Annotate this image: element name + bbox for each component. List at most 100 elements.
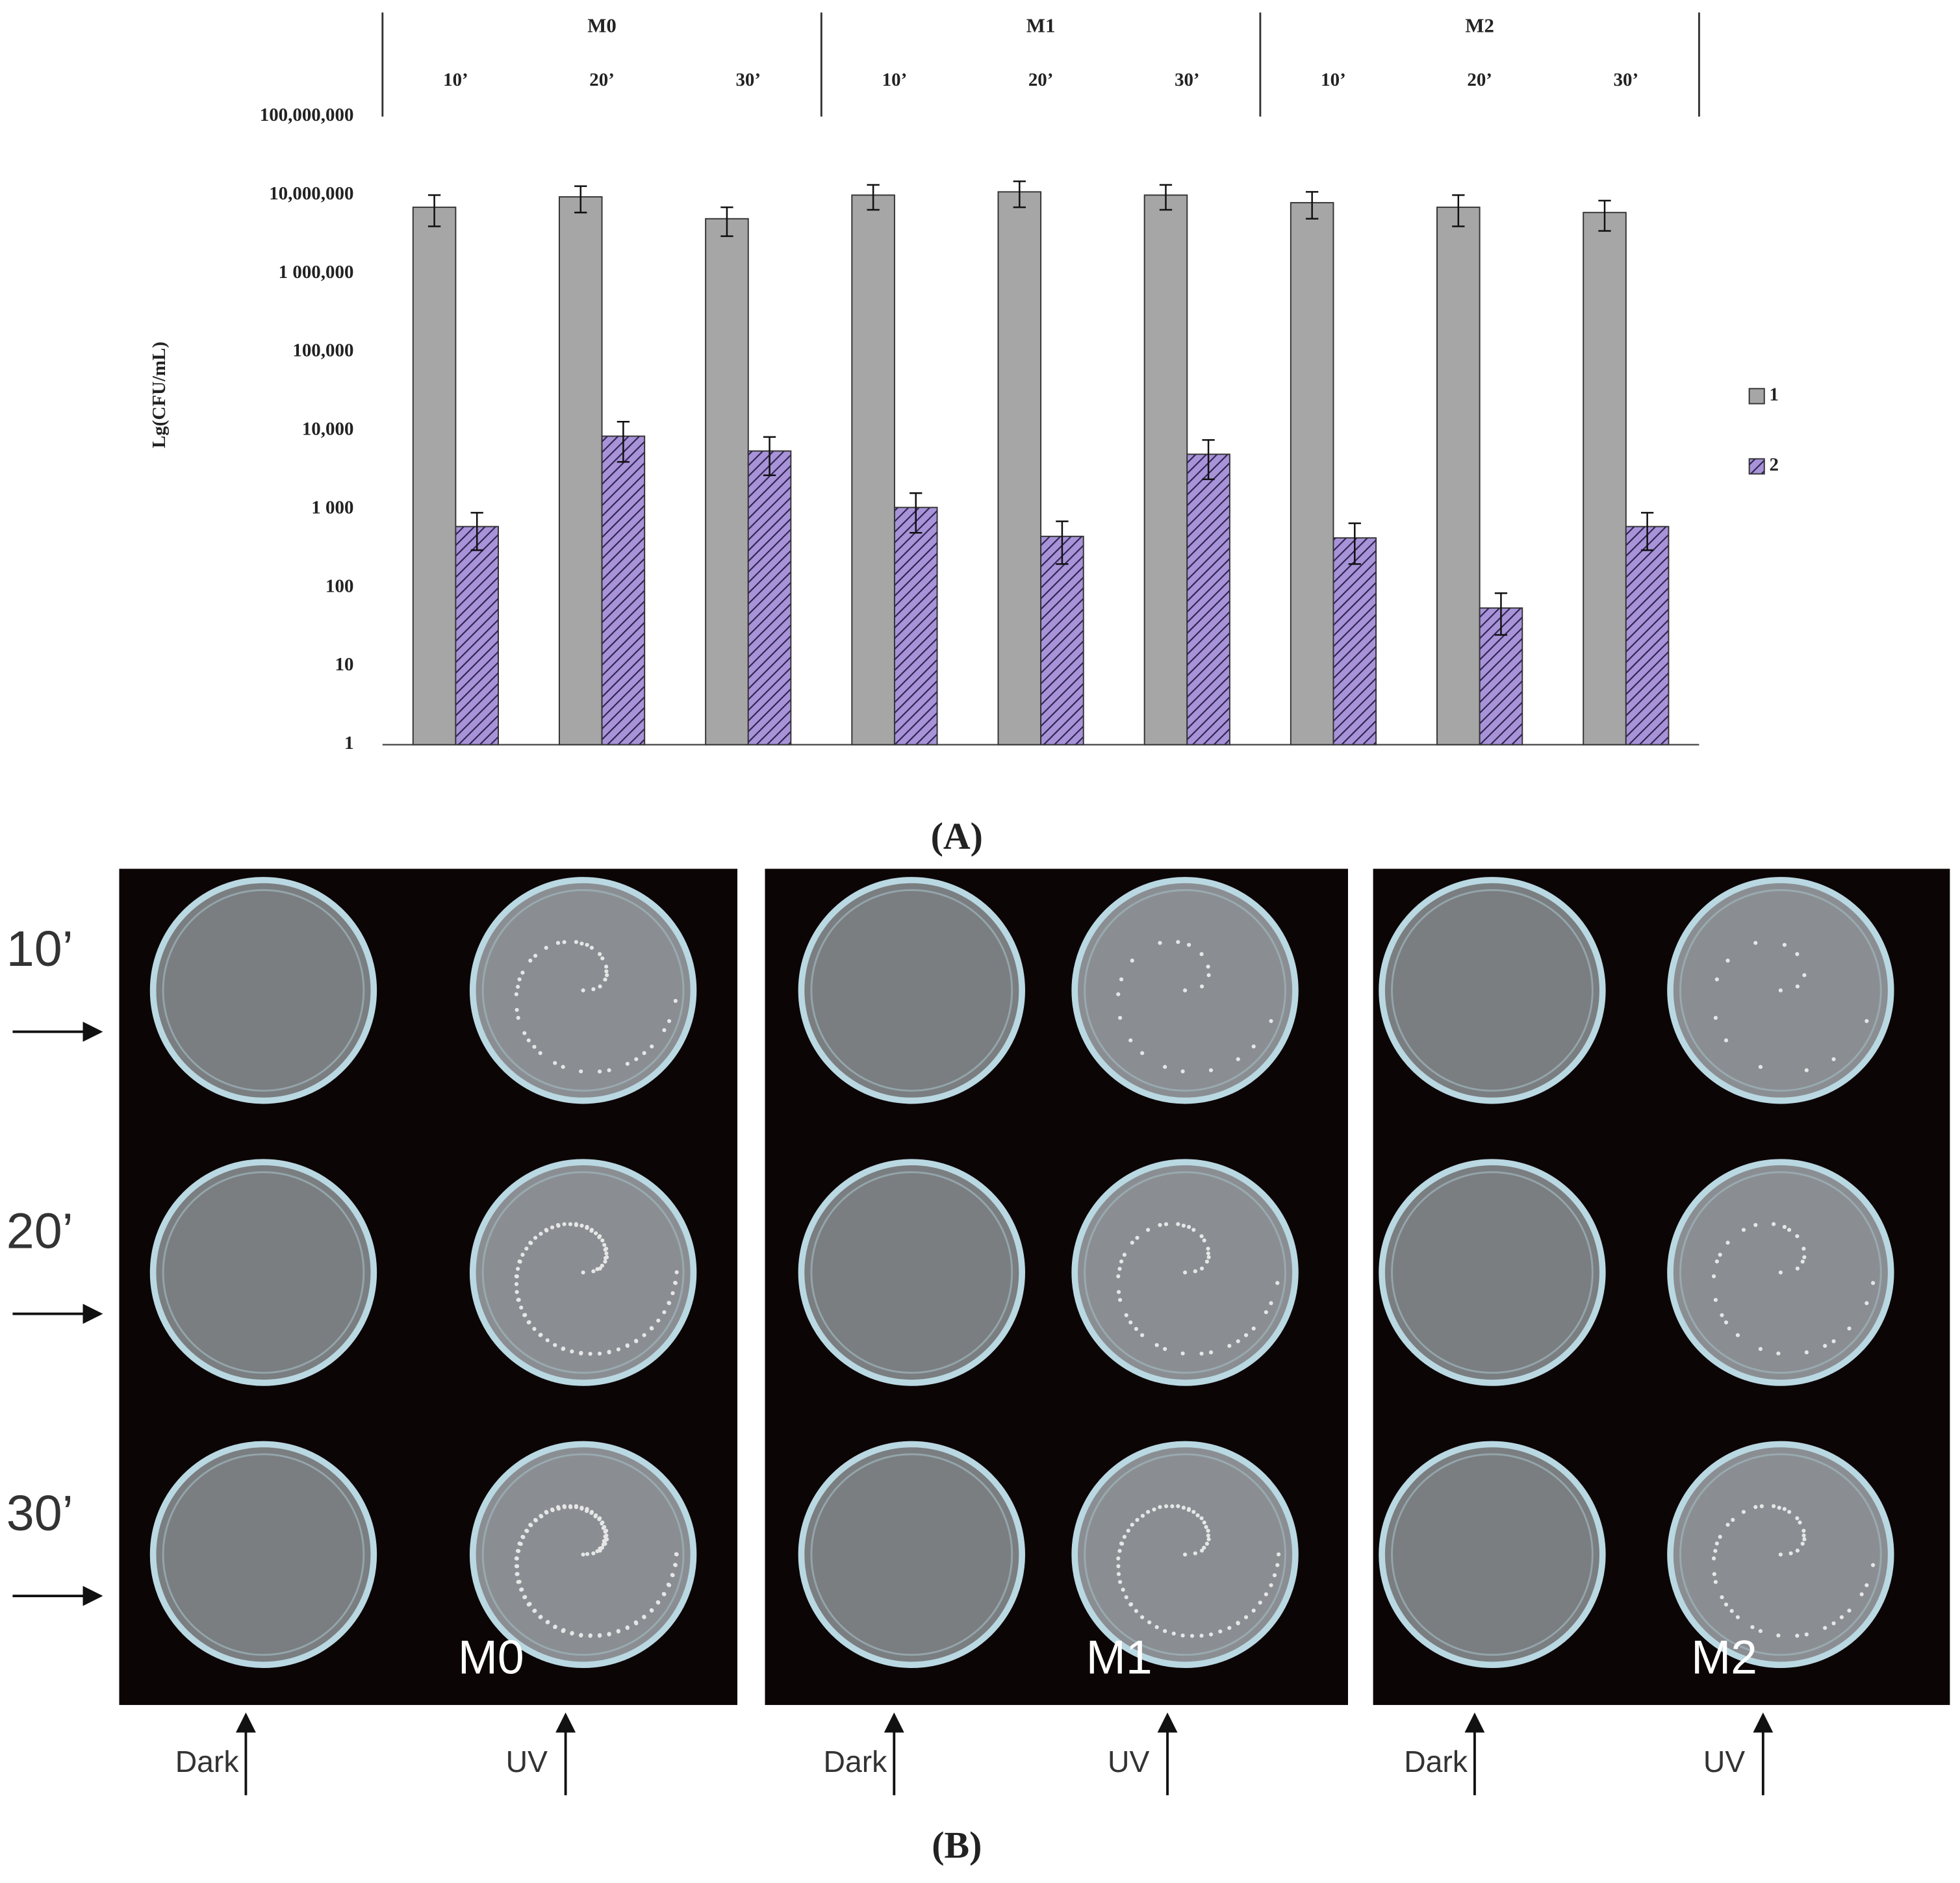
colony [604, 969, 609, 974]
colony [589, 1228, 594, 1233]
colony [604, 1251, 609, 1256]
colony [597, 1069, 602, 1074]
colony [1243, 1615, 1249, 1619]
colony [1772, 1504, 1776, 1508]
colony [1118, 1298, 1123, 1302]
y-tick-label: 1 [344, 733, 353, 753]
colony [1758, 1629, 1763, 1634]
colony [603, 1256, 608, 1260]
colony [517, 1580, 522, 1584]
colony [656, 1319, 661, 1323]
colony [574, 940, 578, 944]
colony [588, 1633, 592, 1637]
colony [1206, 1537, 1211, 1541]
colony [591, 1551, 596, 1556]
colony [662, 1310, 667, 1315]
petri-dish [1379, 1159, 1606, 1386]
colony [655, 1600, 660, 1604]
colony [1130, 958, 1134, 963]
colony [1782, 942, 1787, 947]
colony [1116, 1564, 1121, 1569]
colony [1152, 1507, 1156, 1512]
colony [661, 1591, 666, 1597]
colony [555, 941, 561, 945]
colony [1181, 1506, 1186, 1510]
colony [516, 1015, 520, 1020]
colony [1725, 1241, 1730, 1245]
colony [533, 1518, 538, 1523]
colony [674, 1270, 679, 1274]
petri-inner [1679, 1453, 1882, 1656]
petri-inner [1084, 889, 1286, 1092]
colony [1269, 1301, 1273, 1306]
colony [1186, 942, 1191, 947]
row-label: 30’ [6, 1485, 73, 1541]
petri-dish [798, 1159, 1025, 1386]
y-tick-label: 10,000 [302, 419, 354, 440]
colony [1116, 1556, 1121, 1561]
colony [595, 1267, 600, 1272]
x-category-label: 10’ [882, 70, 908, 90]
colony [1170, 1504, 1175, 1509]
colony [518, 1542, 523, 1547]
column-label: UV [1108, 1745, 1149, 1778]
colony [574, 1222, 579, 1228]
colony [649, 1608, 654, 1613]
colony [524, 1246, 529, 1251]
colony [1778, 1552, 1783, 1557]
x-category-label: 10’ [443, 70, 468, 90]
colony [589, 1511, 594, 1515]
colony [591, 1269, 596, 1274]
colony [1778, 988, 1783, 992]
colony [601, 1526, 605, 1530]
colony [625, 1061, 630, 1066]
colony [1180, 1069, 1185, 1074]
colony [1713, 1580, 1718, 1584]
colony [662, 1028, 667, 1033]
colony [585, 1509, 589, 1513]
colony [515, 1290, 519, 1295]
colony [1859, 1592, 1864, 1597]
colony [585, 1552, 590, 1556]
colony [598, 984, 602, 989]
colony [1134, 1326, 1139, 1332]
error-bar [1202, 439, 1215, 481]
colony [1124, 1595, 1128, 1600]
bar [1583, 212, 1627, 746]
colony [1714, 1541, 1719, 1546]
colony [1725, 958, 1730, 963]
colony [1269, 1018, 1273, 1024]
panel-label: (B) [932, 1824, 982, 1866]
row-label: 20’ [6, 1204, 73, 1259]
colony [1227, 1626, 1232, 1630]
colony [539, 1514, 544, 1519]
colony [1251, 1044, 1256, 1049]
colony [1802, 973, 1807, 978]
colony [515, 1572, 520, 1576]
colony [1800, 1259, 1805, 1264]
error-bar [1640, 512, 1654, 551]
petri-inner [481, 1453, 685, 1656]
colony [633, 1620, 638, 1624]
colony [519, 1306, 524, 1310]
y-tick-label: 10 [335, 654, 353, 675]
colony [604, 965, 609, 969]
colony [515, 985, 520, 989]
colony [1182, 1552, 1188, 1557]
colony [515, 1556, 519, 1561]
colony [562, 1222, 566, 1226]
colony [1199, 984, 1204, 989]
colony [649, 1326, 654, 1330]
colony [544, 1228, 549, 1233]
colony [562, 1505, 567, 1510]
colony [561, 1065, 565, 1069]
colony [1204, 1541, 1210, 1546]
colony [1753, 941, 1758, 945]
colony [1128, 1320, 1133, 1325]
colony [520, 1587, 524, 1592]
colony [593, 1514, 598, 1519]
petri-inner [810, 1171, 1013, 1374]
colony [673, 1563, 678, 1567]
error-bar [470, 512, 483, 551]
